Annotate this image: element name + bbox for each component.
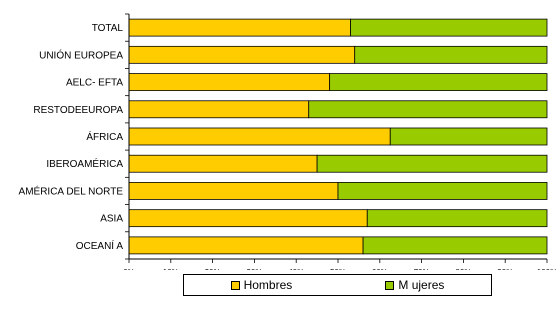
x-tick-label-10: 100%: [537, 268, 557, 270]
bar-hombres-8: [128, 209, 368, 228]
bar-hombres-4: [128, 100, 310, 119]
bar-m-ujeres-9: [362, 236, 548, 255]
x-tick-label-1: 10%: [163, 268, 179, 270]
x-tick-label-7: 70%: [414, 268, 430, 270]
category-label-7: AMÉRICA DEL NORTE: [19, 184, 124, 197]
category-label-2: UNIÓN EUROPEA: [39, 48, 123, 61]
legend-label-hombres: Hombres: [243, 278, 293, 292]
legend-swatch-hombres: [230, 280, 240, 290]
category-label-9: OCEANÍ A: [76, 239, 124, 252]
x-tick-label-9: 90%: [497, 268, 513, 270]
x-tick-label-4: 40%: [288, 268, 304, 270]
bar-m-ujeres-8: [366, 209, 548, 228]
bar-hombres-3: [128, 73, 331, 91]
bar-m-ujeres-3: [329, 73, 548, 91]
bar-hombres-7: [128, 182, 339, 200]
category-label-5: ÁFRICA: [86, 130, 123, 143]
bar-hombres-2: [128, 45, 356, 64]
bar-hombres-9: [128, 236, 364, 255]
legend-label-mujeres: M ujeres: [398, 278, 445, 292]
x-tick-label-6: 60%: [372, 268, 388, 270]
x-tick-label-5: 50%: [330, 268, 346, 270]
bar-m-ujeres-5: [389, 127, 548, 146]
bar-m-ujeres-7: [337, 182, 548, 200]
bar-hombres-6: [128, 154, 318, 173]
stacked-bar-chart: TOTAL UNIÓN EUROPEA AELC- EFTA RESTODEEUROP…: [19, 13, 557, 270]
legend: Hombres M ujeres: [183, 274, 492, 296]
bar-hombres-5: [128, 127, 391, 146]
bar-m-ujeres-4: [308, 100, 548, 119]
x-tick-label-0: 0%: [123, 268, 135, 270]
x-tick-label-3: 30%: [246, 268, 262, 270]
bar-hombres-1: [128, 18, 351, 37]
x-tick-label-2: 20%: [205, 268, 221, 270]
category-label-3: AELC- EFTA: [66, 78, 123, 89]
bar-m-ujeres-6: [316, 154, 548, 173]
legend-swatch-mujeres: [385, 280, 395, 290]
category-label-6: IBEROAMÉRICA: [46, 157, 123, 170]
legend-item-mujeres: M ujeres: [385, 278, 444, 292]
category-label-8: ASIA: [100, 214, 123, 225]
bar-m-ujeres-2: [354, 45, 548, 64]
legend-item-hombres: Hombres: [230, 278, 293, 292]
bar-m-ujeres-1: [350, 18, 548, 37]
category-label-4: RESTODEEUROPA: [33, 105, 123, 116]
x-tick-label-8: 80%: [455, 268, 471, 270]
category-label-1: TOTAL: [92, 23, 124, 34]
